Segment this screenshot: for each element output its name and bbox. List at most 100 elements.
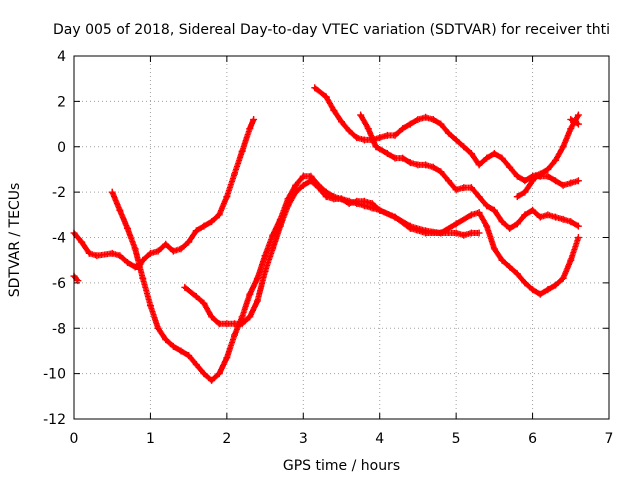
data-point	[131, 245, 139, 253]
data-point	[192, 227, 200, 235]
data-point	[437, 120, 445, 128]
data-point	[513, 172, 521, 180]
series-track-7	[513, 172, 582, 201]
data-point	[208, 376, 216, 384]
data-point	[574, 177, 582, 185]
data-point	[238, 313, 246, 321]
data-point	[513, 220, 521, 228]
data-point	[437, 229, 445, 237]
x-tick-label: 2	[222, 431, 231, 447]
data-point	[460, 143, 468, 151]
data-point	[529, 206, 537, 214]
data-point	[376, 206, 384, 214]
data-point	[391, 213, 399, 221]
data-point	[521, 279, 529, 287]
data-point	[483, 154, 491, 162]
data-point	[250, 116, 258, 124]
data-point	[544, 165, 552, 173]
x-tick-label: 0	[70, 431, 79, 447]
data-point	[475, 193, 483, 201]
data-point	[223, 320, 231, 328]
data-point	[299, 181, 307, 189]
data-point	[357, 111, 365, 119]
data-point	[414, 161, 422, 169]
x-tick-label: 3	[299, 431, 308, 447]
data-point	[208, 313, 216, 321]
data-point	[490, 245, 498, 253]
data-point	[292, 188, 300, 196]
data-point	[529, 177, 537, 185]
data-point	[345, 127, 353, 135]
data-point	[490, 206, 498, 214]
data-point	[223, 193, 231, 201]
data-point	[536, 172, 544, 180]
y-tick-label: -4	[52, 231, 66, 247]
data-point	[246, 125, 254, 133]
data-point	[253, 297, 261, 305]
data-point	[544, 211, 552, 219]
data-point	[169, 342, 177, 350]
data-point	[177, 347, 185, 355]
data-point	[559, 143, 567, 151]
data-point	[185, 351, 193, 359]
data-point	[345, 199, 353, 207]
data-point	[246, 290, 254, 298]
data-point	[574, 234, 582, 241]
data-point	[311, 84, 319, 92]
data-point	[200, 370, 208, 378]
data-point	[506, 163, 514, 171]
data-point	[391, 131, 399, 139]
data-point	[467, 229, 475, 237]
data-point	[414, 116, 422, 124]
data-point	[544, 286, 552, 294]
data-point	[162, 336, 170, 344]
data-point	[506, 224, 514, 232]
data-point	[315, 184, 323, 192]
data-point	[544, 172, 552, 180]
data-point	[399, 154, 407, 162]
data-point	[261, 268, 269, 276]
data-point	[552, 177, 559, 185]
data-point	[238, 147, 246, 155]
data-point	[93, 252, 101, 260]
y-tick-label: 2	[57, 94, 66, 110]
x-tick-label: 4	[375, 431, 384, 447]
data-point	[116, 252, 124, 260]
data-point	[536, 290, 544, 298]
y-tick-label: 4	[57, 49, 66, 65]
data-point	[559, 181, 567, 189]
data-point	[452, 136, 460, 144]
data-point	[139, 274, 147, 282]
data-point	[567, 125, 575, 133]
data-point	[177, 245, 185, 253]
data-point	[116, 206, 124, 214]
data-point	[108, 188, 116, 196]
data-point	[383, 131, 391, 139]
data-point	[364, 125, 372, 133]
data-point	[552, 281, 559, 289]
data-point	[322, 93, 330, 101]
y-tick-label: -6	[52, 276, 66, 292]
x-tick-label: 6	[528, 431, 537, 447]
data-point	[521, 211, 529, 219]
chart-title: Day 005 of 2018, Sidereal Day-to-day VTE…	[53, 22, 610, 38]
data-point	[475, 161, 483, 169]
y-tick-label: -10	[43, 367, 66, 383]
tick-layer: 0 1 2 3 4 5 6 7 4 2 0 -2 -4 -6 -8 -10 -12	[43, 49, 613, 447]
data-point	[231, 331, 238, 339]
data-point	[567, 256, 575, 264]
data-point	[154, 247, 162, 255]
data-point	[330, 195, 338, 203]
y-axis-label: SDTVAR / TECUs	[7, 183, 23, 298]
data-point	[181, 283, 189, 291]
x-tick-label: 1	[146, 431, 155, 447]
data-point	[376, 134, 384, 142]
data-point	[124, 224, 131, 232]
data-point	[490, 150, 498, 158]
x-axis-label: GPS time / hours	[283, 458, 400, 474]
data-point	[529, 286, 537, 294]
data-point	[483, 202, 491, 210]
data-point	[552, 156, 559, 164]
data-point	[467, 184, 475, 192]
data-point	[521, 177, 529, 185]
